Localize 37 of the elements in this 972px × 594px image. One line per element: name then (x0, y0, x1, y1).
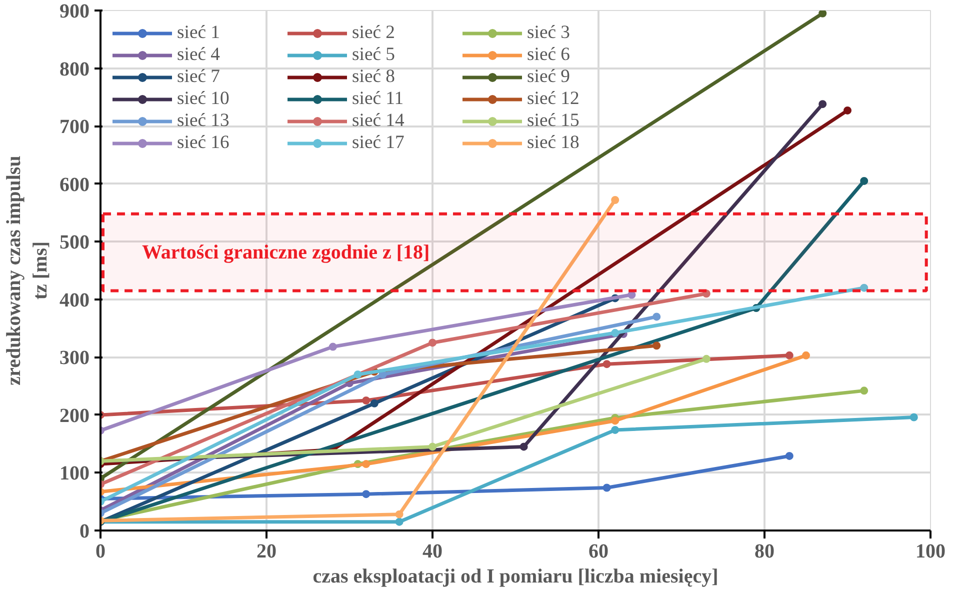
legend-label: sieć 13 (177, 110, 230, 132)
y-tick-label: 600 (60, 174, 90, 196)
legend-label: sieć 4 (177, 44, 221, 66)
x-tick-label: 40 (422, 540, 442, 562)
legend-label: sieć 1 (177, 22, 221, 44)
legend-label: sieć 9 (527, 66, 571, 88)
legend-label: sieć 6 (527, 44, 571, 66)
x-tick-label: 0 (96, 540, 106, 562)
x-axis-title: czas eksploatacji od I pomiaru [liczba miesięcy] (312, 566, 718, 588)
y-tick-label: 500 (60, 232, 90, 254)
legend-label: sieć 10 (177, 88, 230, 110)
legend-label: sieć 3 (527, 22, 571, 44)
y-tick-label: 0 (80, 520, 90, 542)
x-tick-label: 20 (256, 540, 276, 562)
legend-label: sieć 2 (352, 22, 396, 44)
legend-label: sieć 14 (352, 110, 406, 132)
legend-label: sieć 12 (527, 88, 580, 110)
y-tick-label: 400 (60, 289, 90, 312)
x-tick-label: 100 (916, 540, 946, 562)
y-axis-title: zredukowany czas impulsu tz [ms] (3, 156, 52, 386)
legend-label: sieć 5 (352, 44, 396, 66)
y-tick-label: 300 (60, 347, 90, 370)
x-tick-label: 80 (754, 540, 774, 562)
legend-label: sieć 11 (352, 88, 405, 110)
y-tick-label: 200 (60, 404, 90, 427)
y-tick-label: 800 (60, 58, 90, 80)
y-tick-label: 900 (60, 0, 90, 22)
legend-label: sieć 7 (177, 66, 221, 88)
band-label: Wartości graniczne zgodnie z [18] (142, 241, 430, 264)
y-tick-label: 100 (60, 462, 90, 485)
legend-label: sieć 17 (352, 132, 406, 154)
legend-label: sieć 18 (527, 132, 580, 154)
legend-label: sieć 8 (352, 66, 396, 88)
legend-label: sieć 16 (177, 132, 230, 154)
x-tick-label: 60 (588, 540, 608, 562)
legend-label: sieć 15 (527, 110, 580, 132)
y-tick-label: 700 (60, 116, 90, 138)
